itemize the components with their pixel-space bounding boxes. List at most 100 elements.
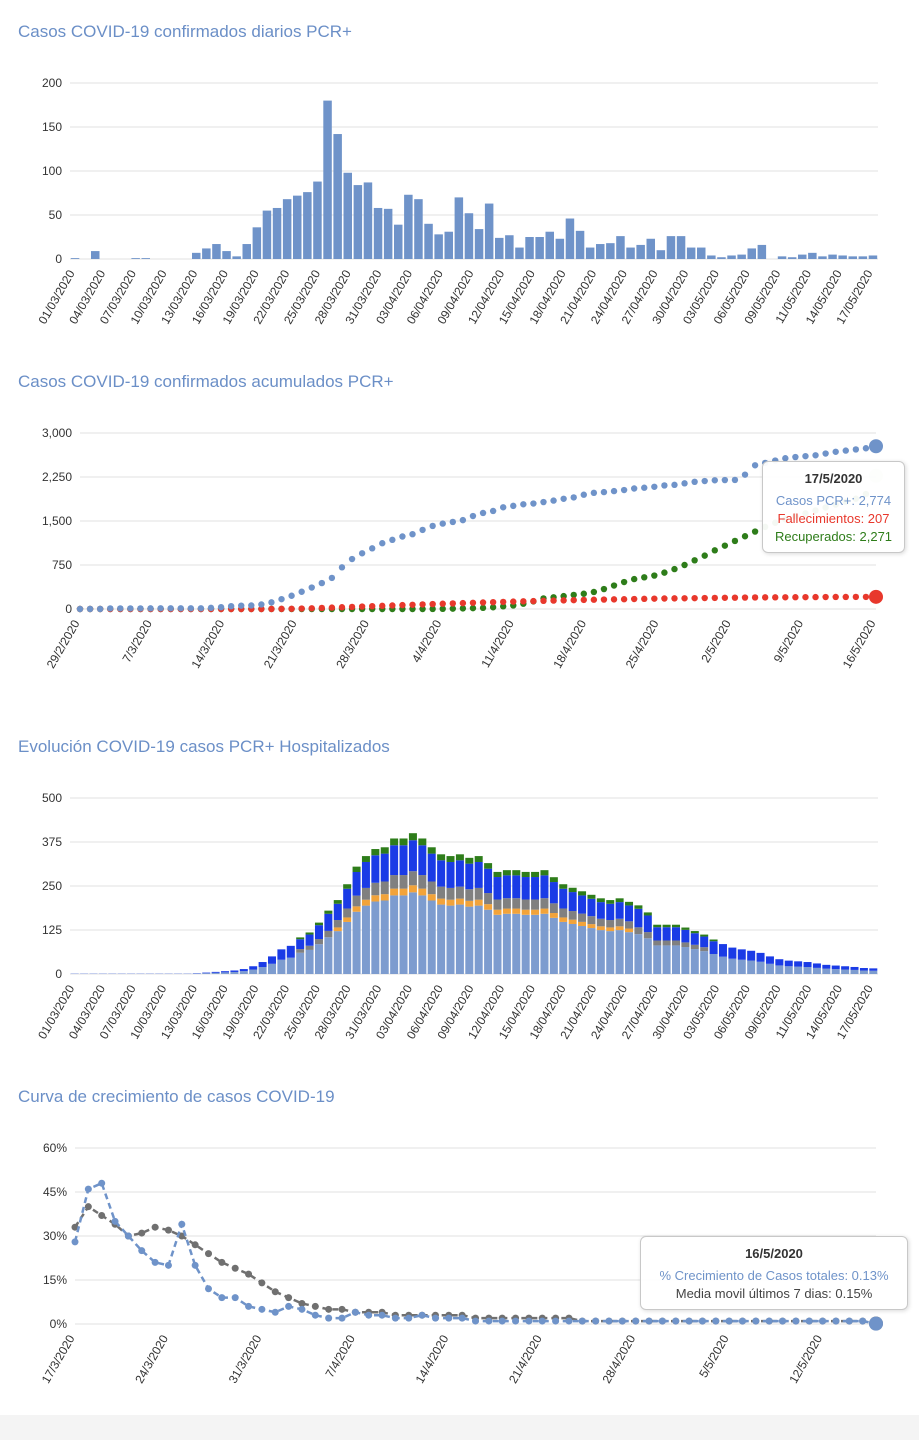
bar <box>757 244 767 259</box>
series-point <box>71 1223 79 1231</box>
bar <box>787 257 797 259</box>
series-point <box>822 450 829 457</box>
series-point <box>205 1250 212 1258</box>
bar-segment <box>681 927 690 930</box>
bar-segment <box>700 951 709 974</box>
bar <box>242 244 251 259</box>
bar-segment <box>343 917 352 922</box>
series-point <box>530 500 537 507</box>
bar <box>626 247 635 259</box>
series-point <box>560 495 567 502</box>
series-point <box>845 1317 853 1325</box>
bar-segment <box>596 902 605 919</box>
series-point <box>298 588 305 595</box>
bar-segment <box>446 905 455 974</box>
bar-segment <box>361 856 370 862</box>
series-point <box>751 462 759 469</box>
bar-segment <box>418 838 427 846</box>
bar-segment <box>380 894 389 901</box>
bar-segment <box>521 914 530 974</box>
series-point <box>641 574 648 581</box>
chart3-title: Evolución COVID-19 casos PCR+ Hospitaliz… <box>18 737 390 756</box>
series-point <box>117 605 124 612</box>
x-tick-label: 16/5/2020 <box>840 617 879 671</box>
bar-segment <box>352 895 361 907</box>
bar <box>222 251 231 259</box>
bar-segment <box>305 932 314 935</box>
bar-segment <box>672 940 680 946</box>
bar-segment <box>408 871 417 886</box>
bar <box>323 100 332 259</box>
bar-segment <box>455 854 464 861</box>
bar-segment <box>465 906 474 974</box>
series-point <box>469 599 477 606</box>
bar <box>262 210 272 259</box>
series-point <box>479 604 487 612</box>
y-tick-label: 750 <box>52 558 72 572</box>
bar-segment <box>333 920 342 928</box>
series-point <box>124 1232 132 1240</box>
series-point <box>479 509 487 517</box>
series-point <box>711 477 718 484</box>
bar <box>686 247 696 259</box>
bar-segment <box>625 932 634 974</box>
bar <box>212 244 221 259</box>
series-point <box>645 1317 653 1325</box>
series-point <box>862 445 870 452</box>
series-point <box>205 1285 212 1293</box>
bar-segment <box>531 909 540 915</box>
series-point <box>217 603 225 611</box>
bar-segment <box>324 930 333 938</box>
series-point <box>630 575 638 583</box>
series-point <box>489 507 497 515</box>
bar <box>838 255 847 259</box>
series-point <box>439 605 446 613</box>
bar-segment <box>474 856 483 862</box>
bar-segment <box>455 860 464 887</box>
bar-segment <box>380 881 389 895</box>
bar <box>535 237 544 259</box>
x-tick-label: 4/4/2020 <box>409 617 445 665</box>
series-point <box>721 594 729 601</box>
bar-segment <box>672 924 680 928</box>
bar-segment <box>587 928 596 974</box>
series-point <box>731 594 739 601</box>
bar-segment <box>568 911 577 920</box>
bar <box>414 199 423 259</box>
series-point <box>151 1258 159 1266</box>
series-point <box>429 522 436 530</box>
bar-segment <box>512 898 521 909</box>
series-point <box>499 598 507 606</box>
x-tick-label: 17/3/2020 <box>39 1332 78 1386</box>
series-point <box>630 485 638 492</box>
bar <box>484 203 494 259</box>
series-point <box>348 555 356 563</box>
x-tick-label: 25/4/2020 <box>623 617 662 671</box>
series-point <box>712 1317 720 1325</box>
series-point <box>328 604 336 611</box>
bar-segment <box>258 962 267 968</box>
x-tick-label: 21/3/2020 <box>261 617 300 671</box>
bar <box>717 257 726 259</box>
bar <box>232 256 241 259</box>
bar-segment <box>568 887 577 893</box>
series-point <box>358 550 366 557</box>
bar-segment <box>643 932 652 939</box>
bar-segment <box>446 861 455 888</box>
series-point <box>741 594 749 601</box>
series-point <box>802 452 809 460</box>
bar-segment <box>690 949 699 974</box>
series-point <box>779 1317 787 1325</box>
bar-segment <box>390 895 399 974</box>
series-point <box>164 1261 172 1269</box>
bar-segment <box>615 902 624 919</box>
bar-segment <box>437 860 446 887</box>
growth-tooltip-date: 16/5/2020 <box>745 1246 803 1261</box>
series-point <box>651 572 658 579</box>
bar-segment <box>493 871 502 878</box>
bar-segment <box>615 930 624 974</box>
bar-segment <box>380 853 389 882</box>
series-point <box>167 605 174 612</box>
bar-segment <box>587 924 596 929</box>
series-point <box>512 1317 520 1325</box>
